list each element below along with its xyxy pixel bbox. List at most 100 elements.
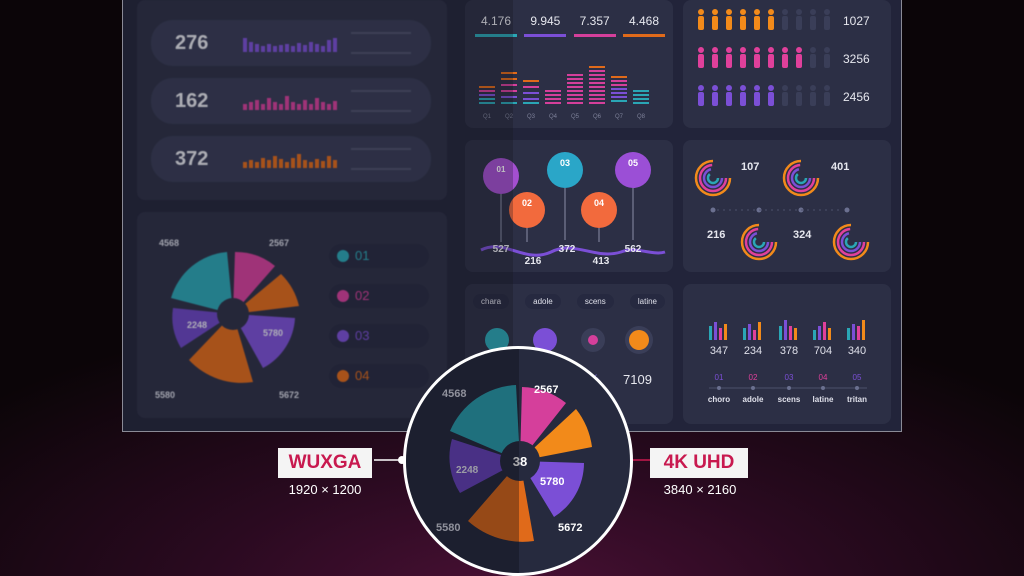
bar-stats-panel: 4.176 9.945 7.357 4.468 Q1 Q2 Q3 Q4 Q5 Q… xyxy=(465,0,673,128)
circle-dot xyxy=(625,326,653,354)
wuxga-resolution: 1920 × 1200 xyxy=(288,482,362,497)
stacked-bars: Q1 Q2 Q3 Q4 Q5 Q6 Q7 Q8 xyxy=(479,66,649,120)
ring-value: 216 xyxy=(707,229,725,241)
bar-stack xyxy=(545,90,561,104)
dotted-divider xyxy=(710,207,850,213)
legend-item: 03 xyxy=(329,324,429,348)
svg-text:05: 05 xyxy=(628,158,638,168)
svg-text:03: 03 xyxy=(560,158,570,168)
lens-pie-chart: 38 4568 2567 2248 5780 5580 5672 xyxy=(436,384,592,542)
top-stat: 7.357 xyxy=(573,14,616,37)
mini-bar-group xyxy=(779,320,797,340)
pin: 02 xyxy=(509,192,545,242)
mini-bar-group xyxy=(709,322,727,340)
svg-text:04: 04 xyxy=(594,198,604,208)
uhd-label: 4K UHD xyxy=(650,448,748,478)
svg-text:02: 02 xyxy=(522,198,532,208)
lens-label: 2248 xyxy=(456,465,479,476)
wuxga-label: WUXGA xyxy=(278,448,372,478)
circle-tag: adole xyxy=(525,294,561,309)
bar-stack xyxy=(589,66,605,104)
rings-chart: 107 401 216 324 xyxy=(694,159,870,261)
lens-label: 5580 xyxy=(436,522,460,534)
bar-axis-label: Q8 xyxy=(637,114,646,120)
mini-bar-label: latine xyxy=(813,395,834,404)
pie-panel: 4568 2567 2248 5780 5580 5672 01 02 03 0… xyxy=(137,212,447,418)
pie-label: 5780 xyxy=(263,328,283,338)
legend-item: 04 xyxy=(329,364,429,388)
legend-dot xyxy=(337,330,349,342)
pin-value: 413 xyxy=(593,256,610,267)
pins-chart: 01 02 03 04 05 527 216 372 413 562 xyxy=(480,152,666,267)
stat-row-sparkbars xyxy=(243,38,337,52)
ring-value: 401 xyxy=(831,161,849,173)
people-icons xyxy=(698,9,830,106)
mini-bars-panel: 347 234 378 704 340 01 02 03 04 05 choro… xyxy=(683,284,891,424)
stat-row-caption xyxy=(351,32,411,54)
circle-tags: chara adole scens latine xyxy=(473,294,665,309)
lens-label: 2567 xyxy=(534,384,558,396)
mini-bar-number: 01 xyxy=(715,373,724,382)
legend-item: 02 xyxy=(329,284,429,308)
mini-bar-number: 05 xyxy=(853,373,862,382)
legend-dot xyxy=(337,250,349,262)
mini-bar-number: 03 xyxy=(785,373,794,382)
mini-bar-label: adole xyxy=(743,395,764,404)
stat-row: 372 xyxy=(151,136,431,182)
pin-value: 527 xyxy=(493,244,510,255)
pie-slice xyxy=(233,251,275,314)
bar-stack xyxy=(479,86,495,104)
legend-label: 02 xyxy=(355,288,370,303)
stat-row-caption xyxy=(351,148,411,170)
circle-dot xyxy=(581,328,605,352)
mini-bar-value: 704 xyxy=(814,345,832,357)
mini-bar-label: scens xyxy=(778,395,801,404)
people-panel: 1027 3256 2456 xyxy=(683,0,891,128)
circle-tag: chara xyxy=(473,294,510,309)
pin-value: 216 xyxy=(525,256,542,267)
legend-label: 01 xyxy=(355,248,370,263)
pin: 05 xyxy=(615,152,651,240)
lens-label: 5780 xyxy=(540,476,564,488)
rings-panel: 107 401 216 324 xyxy=(683,140,891,272)
lens-label: 4568 xyxy=(442,388,466,400)
stat-row-sparkbars xyxy=(243,154,337,168)
person-row xyxy=(698,47,830,68)
top-stat-value: 4.468 xyxy=(628,14,659,28)
bar-axis-label: Q7 xyxy=(615,114,624,120)
uhd-resolution: 3840 × 2160 xyxy=(663,482,737,497)
stat-row-value: 372 xyxy=(175,148,209,170)
pie-slice xyxy=(189,314,253,383)
legend-dot xyxy=(337,290,349,302)
stats-rows-panel: 276 162 xyxy=(137,0,447,200)
bar-stack xyxy=(501,72,517,104)
bar-axis-label: Q2 xyxy=(505,114,514,120)
pie-slice xyxy=(449,439,520,493)
bar-axis-label: Q3 xyxy=(527,114,536,120)
lens-low-res-half xyxy=(406,349,519,573)
mini-bar-group xyxy=(847,320,865,340)
ring-gauge xyxy=(832,223,870,261)
bar-stack xyxy=(567,74,583,104)
svg-text:01: 01 xyxy=(497,165,506,174)
person-row xyxy=(698,85,830,106)
mini-bar-value: 234 xyxy=(744,345,762,357)
top-stat-value: 9.945 xyxy=(530,14,561,28)
bar-stack xyxy=(611,76,627,102)
people-value: 1027 xyxy=(843,14,870,28)
top-stat: 9.945 xyxy=(524,14,567,37)
ring-value: 107 xyxy=(741,161,759,173)
mini-bar-value: 378 xyxy=(780,345,798,357)
pie-slice xyxy=(520,409,592,461)
pie-legend: 01 02 03 04 xyxy=(329,244,429,388)
bar-axis-label: Q4 xyxy=(549,114,558,120)
pin: 03 xyxy=(547,152,583,240)
bar-axis-label: Q5 xyxy=(571,114,580,120)
people-value: 3256 xyxy=(843,52,870,66)
ring-value: 324 xyxy=(793,229,812,241)
bar-stack xyxy=(633,90,649,104)
pie-label: 4568 xyxy=(159,238,179,248)
mini-bar-label: choro xyxy=(708,395,730,404)
mini-bar-group xyxy=(743,322,761,340)
legend-label: 03 xyxy=(355,328,370,343)
